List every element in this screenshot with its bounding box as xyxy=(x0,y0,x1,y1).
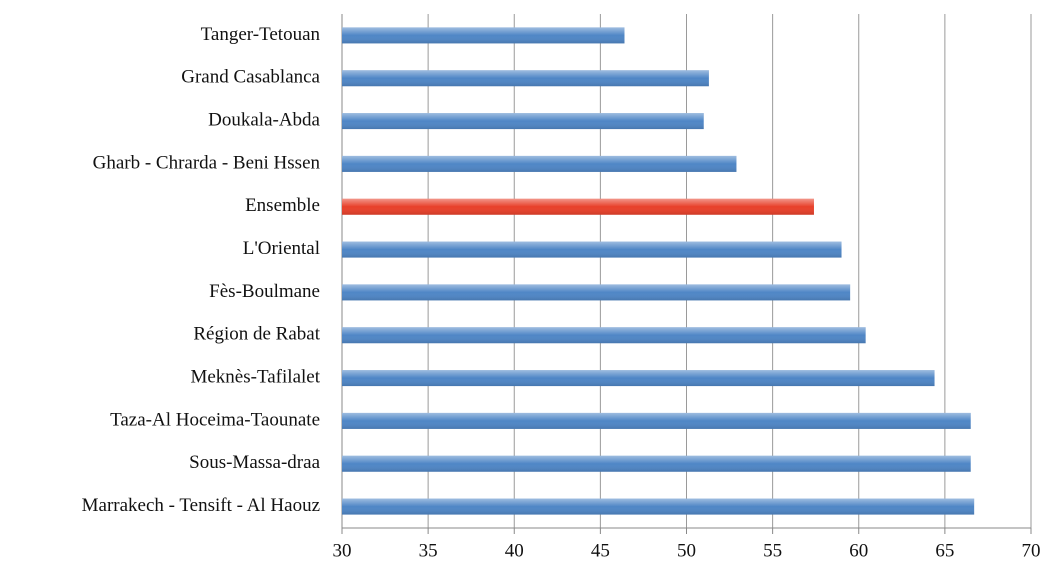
y-tick-label: Ensemble xyxy=(245,195,320,216)
bar-shade xyxy=(342,455,971,472)
bar-shade xyxy=(342,155,737,172)
y-tick-label: Grand Casablanca xyxy=(181,67,320,88)
bar-shade xyxy=(342,113,704,130)
x-tick-label: 55 xyxy=(763,540,782,561)
x-tick-label: 30 xyxy=(333,540,352,561)
bar-shade xyxy=(342,27,625,44)
x-tick-label: 45 xyxy=(591,540,610,561)
y-tick-label: Doukala-Abda xyxy=(208,109,320,130)
bar-shade xyxy=(342,327,866,344)
x-tick-label: 70 xyxy=(1022,540,1041,561)
bar-shade xyxy=(342,241,842,258)
bar-shade xyxy=(342,370,935,387)
bar-shade xyxy=(342,198,814,215)
y-tick-label: Gharb - Chrarda - Beni Hssen xyxy=(93,152,321,173)
y-tick-label: Marrakech - Tensift - Al Haouz xyxy=(82,495,320,516)
y-tick-label: Tanger-Tetouan xyxy=(201,24,321,45)
x-tick-label: 65 xyxy=(935,540,954,561)
y-tick-label: Sous-Massa-draa xyxy=(189,452,320,473)
bar-shade xyxy=(342,498,975,515)
bar-shade xyxy=(342,70,709,87)
x-tick-label: 35 xyxy=(419,540,438,561)
y-tick-label: L'Oriental xyxy=(243,238,320,259)
x-tick-label: 60 xyxy=(849,540,868,561)
y-tick-label: Meknès-Tafilalet xyxy=(190,366,320,387)
x-tick-label: 40 xyxy=(505,540,524,561)
bar-shade xyxy=(342,284,851,301)
y-tick-label: Région de Rabat xyxy=(193,324,320,345)
x-tick-label: 50 xyxy=(677,540,696,561)
y-tick-label: Fès-Boulmane xyxy=(209,281,320,302)
y-tick-label: Taza-Al Hoceima-Taounate xyxy=(110,409,320,430)
bar-shade xyxy=(342,412,971,429)
